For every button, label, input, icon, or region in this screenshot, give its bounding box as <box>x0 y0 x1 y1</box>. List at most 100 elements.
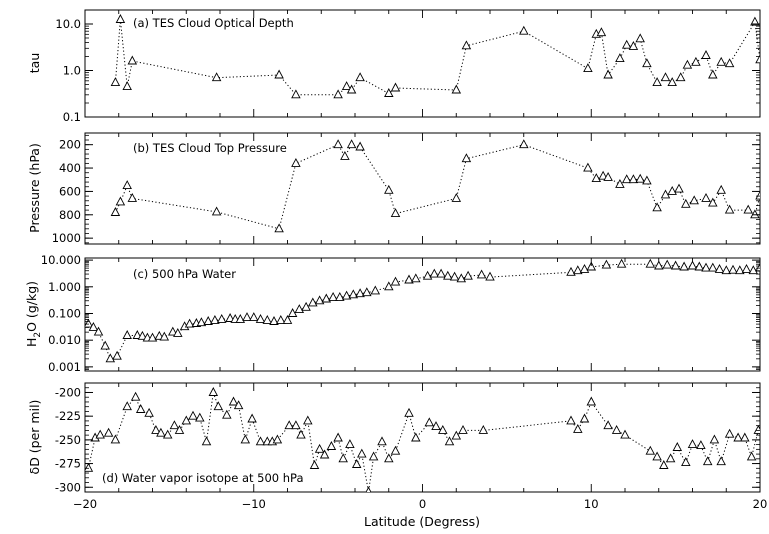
panel-b: 200 400 600 800 1000 (b) TES Cloud Top Press… <box>27 132 761 245</box>
panel-c-point <box>735 265 745 275</box>
panel-d-point <box>247 413 257 423</box>
panel-d-point <box>672 442 683 451</box>
panel-d-y-tick-label: -300 <box>55 480 81 494</box>
panel-a-point <box>355 72 365 82</box>
panel-c-point <box>159 331 170 341</box>
panel-c-point <box>654 260 664 270</box>
panel-c-point <box>287 308 298 317</box>
panel-c-point <box>100 340 110 350</box>
panel-b-point <box>642 175 652 185</box>
panel-d-point <box>345 439 355 449</box>
panel-c-point <box>362 287 372 297</box>
panel-d-point <box>188 410 198 420</box>
panel-c-point <box>384 281 394 291</box>
panel-b-point <box>591 173 602 183</box>
panel-d-y-tick-label: -250 <box>55 433 81 447</box>
panel-b-point <box>701 192 711 202</box>
panel-d-point <box>586 396 597 406</box>
panel-c-point <box>225 313 235 322</box>
panel-d-series <box>85 387 760 492</box>
panel-a-title: (a) TES Cloud Optical Depth <box>133 16 294 30</box>
panel-d-point <box>611 424 622 434</box>
panel-c-point <box>701 262 711 272</box>
panel-c-point <box>168 326 178 336</box>
panel-c-point <box>714 263 725 273</box>
panel-c-point <box>463 270 473 280</box>
panel-c-point <box>721 265 732 275</box>
panel-d-point <box>645 445 656 455</box>
panel-c-point <box>147 332 158 342</box>
panel-a-point <box>346 84 357 94</box>
panel-b-y-tick-label: 1000 <box>52 231 81 245</box>
panel-c-y-label: H2O (g/kg) <box>24 281 43 347</box>
panel-b-y-ticks: 200 400 600 800 1000 <box>52 133 761 245</box>
panel-c-point <box>196 317 207 327</box>
panel-c-point <box>573 265 583 275</box>
panel-c-point <box>235 313 246 323</box>
panel-a-point <box>583 63 593 73</box>
panel-a-point <box>615 53 625 63</box>
panel-d-point <box>156 427 166 437</box>
panel-b-y-tick-label: 600 <box>59 184 81 198</box>
panel-d-point <box>681 457 691 467</box>
panel-d-point <box>733 432 743 442</box>
panel-a-series <box>110 14 760 99</box>
panel-c-point <box>411 273 421 283</box>
panel-d-y-tick-label: -225 <box>55 409 81 423</box>
panel-d-point <box>195 412 205 422</box>
panel-d-point <box>255 436 266 446</box>
panel-a-point <box>750 16 760 26</box>
panel-c-point <box>728 264 738 274</box>
panel-a-point <box>675 72 686 82</box>
panel-c-y-ticks: 0.001 0.010 0.100 1.000 10.000 <box>41 253 761 374</box>
panel-b-point <box>384 184 394 194</box>
panel-d-y-tick-label: -200 <box>55 385 81 399</box>
panel-d-point <box>162 429 173 439</box>
panel-c-point <box>449 271 460 281</box>
panel-d-point <box>309 460 320 469</box>
panel-b-point <box>716 184 726 194</box>
panel-c-point <box>269 316 279 325</box>
panel-d-point <box>665 453 676 463</box>
panel-c-point <box>662 259 672 269</box>
panel-d-title: (d) Water vapor isotope at 500 hPa <box>102 471 304 485</box>
panel-c-point <box>88 321 99 331</box>
panel-b-point <box>652 202 662 212</box>
panel-d-point <box>291 420 301 430</box>
panel-d-point <box>411 432 421 442</box>
panel-d-point <box>272 434 283 444</box>
panel-c-point <box>93 326 104 336</box>
x-tick-label: 0 <box>419 497 426 511</box>
panel-c-point <box>370 285 381 295</box>
panel-d-point <box>659 460 669 469</box>
panel-d-point <box>169 420 180 430</box>
panel-a-y-ticks: 0.1 1.0 10.0 <box>55 9 761 124</box>
panel-d-point <box>351 459 362 468</box>
panel-a-point <box>384 88 394 97</box>
panel-b-point <box>122 180 132 190</box>
panel-a-point <box>115 14 126 23</box>
panel-c-point <box>355 288 365 298</box>
panel-b-point <box>743 204 753 214</box>
panel-d-point <box>85 462 94 472</box>
panel-c-point <box>601 259 612 269</box>
panel-c-point <box>249 312 259 322</box>
panel-b-point <box>615 178 625 188</box>
panel-d-point <box>240 434 251 444</box>
panel-d-point <box>151 424 161 434</box>
panel-d-point <box>579 413 590 423</box>
panel-d-point <box>620 429 630 439</box>
panel-c-point <box>308 297 318 307</box>
panel-b-point <box>660 189 671 199</box>
panel-b-point <box>110 207 121 216</box>
panel-c-point <box>335 291 345 301</box>
panel-c-point <box>741 263 752 273</box>
panel-a-point <box>682 59 693 69</box>
panel-b-series-line <box>114 144 760 230</box>
panel-a-point <box>621 39 632 49</box>
panel-a-point <box>333 89 343 99</box>
panel-c-point <box>321 293 332 303</box>
panel-a-point <box>642 58 652 68</box>
panel-b-point <box>689 195 699 205</box>
